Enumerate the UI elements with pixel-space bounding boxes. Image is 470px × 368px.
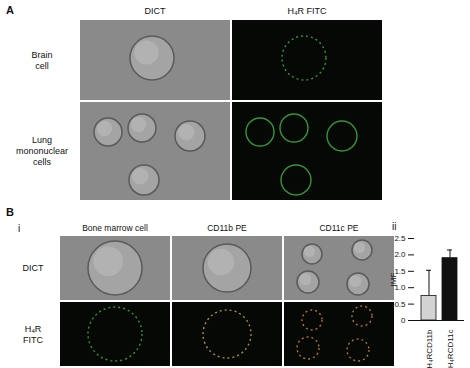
svg-text:1.0: 1.0: [394, 283, 406, 293]
svg-text:H₄R FITC: H₄R FITC: [287, 6, 327, 16]
svg-text:DICT: DICT: [23, 263, 44, 273]
svg-text:2.0: 2.0: [394, 250, 406, 259]
svg-text:H₄RCD11c: H₄RCD11c: [446, 330, 455, 368]
svg-text:DICT: DICT: [145, 6, 166, 16]
svg-text:CD11c PE: CD11c PE: [319, 223, 358, 233]
svg-text:Braincell: Braincell: [31, 50, 52, 71]
svg-text:H₄RFITC: H₄RFITC: [23, 324, 43, 345]
svg-text:0.5: 0.5: [394, 300, 406, 309]
svg-text:Bone marrow cell: Bone marrow cell: [82, 223, 148, 233]
svg-text:2.5: 2.5: [394, 234, 406, 243]
svg-text:A: A: [6, 4, 14, 16]
svg-text:IMF: IMF: [389, 273, 398, 287]
svg-text:B: B: [6, 206, 14, 218]
svg-text:Lungmononuclearcells: Lungmononuclearcells: [16, 135, 68, 167]
svg-text:0: 0: [401, 316, 406, 325]
svg-text:i: i: [18, 223, 20, 234]
svg-text:H₄RCD11b: H₄RCD11b: [425, 329, 434, 368]
svg-text:CD11b PE: CD11b PE: [207, 223, 247, 233]
svg-text:1.5: 1.5: [394, 266, 406, 276]
svg-text:ii: ii: [392, 221, 396, 232]
